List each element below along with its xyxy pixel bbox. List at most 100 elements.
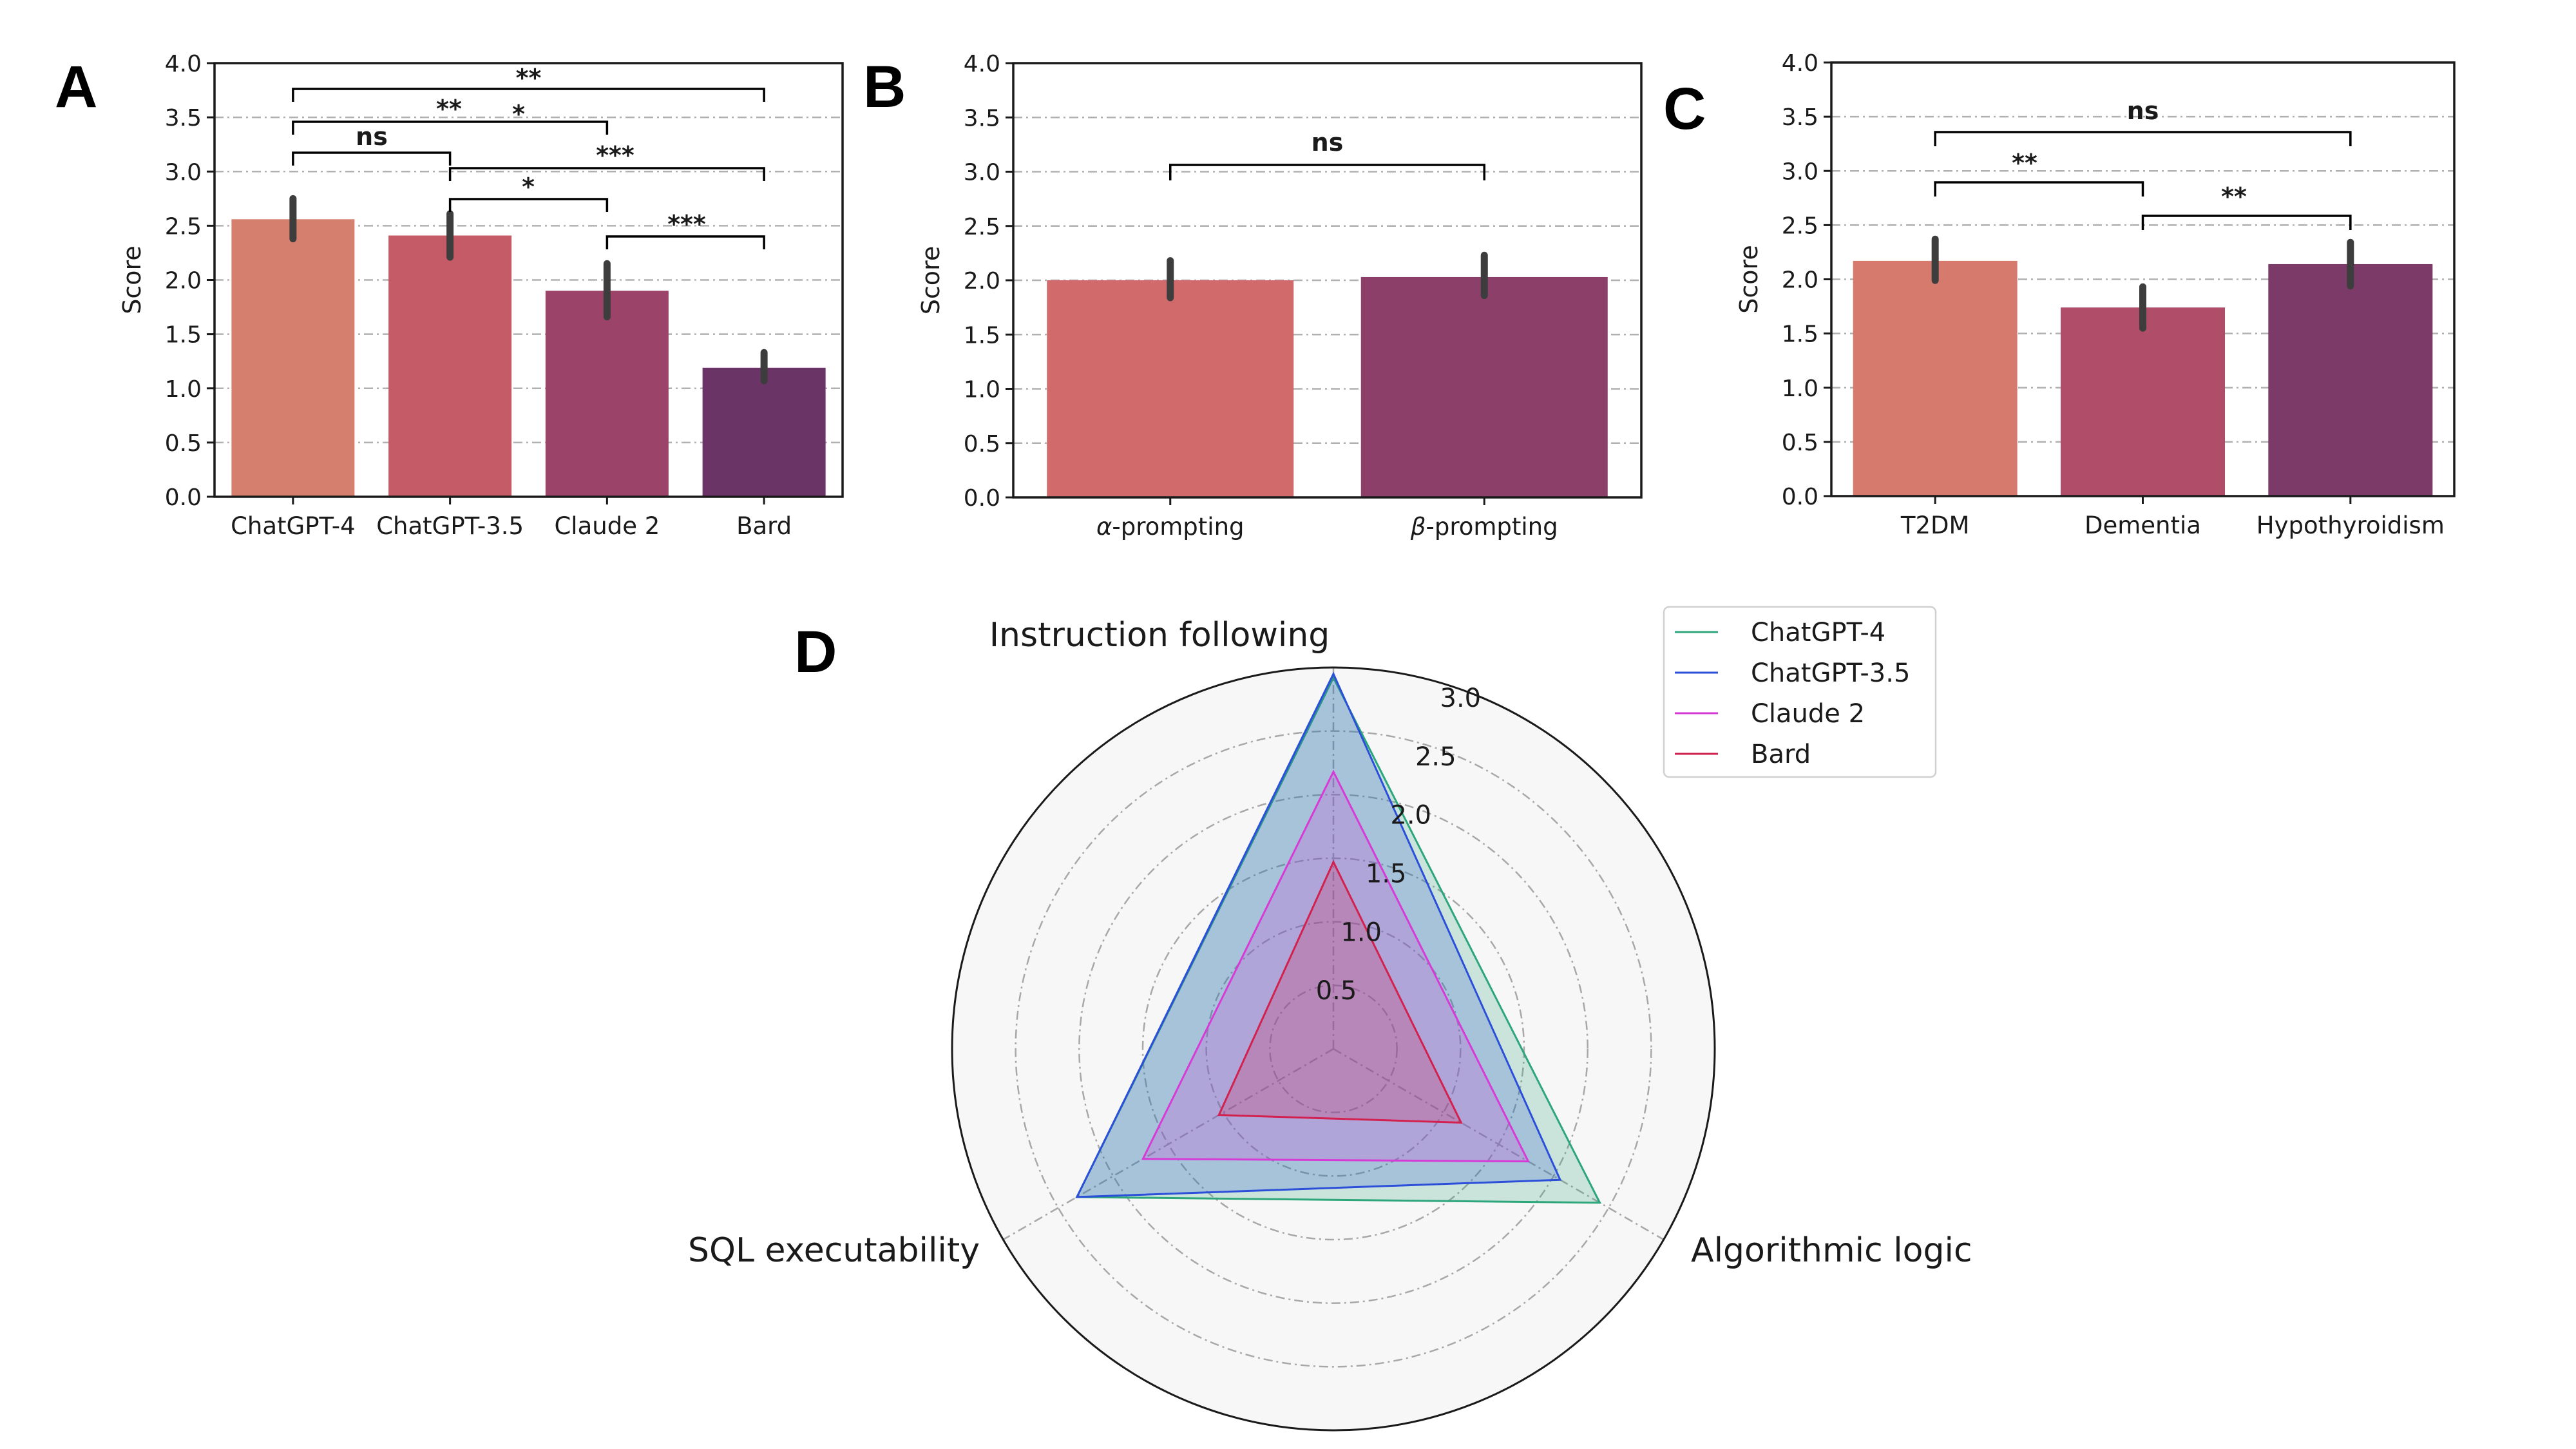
bar-0: [231, 219, 355, 497]
y-tick-label: 1.5: [165, 322, 202, 349]
bar-0: [1853, 260, 2018, 496]
radar-axis-label: Instruction following: [989, 616, 1330, 655]
radar-axis-label: SQL executability: [688, 1231, 980, 1270]
significance-label: **: [516, 64, 542, 92]
y-tick-label: 2.0: [165, 268, 202, 294]
y-tick-label: 0.0: [1782, 484, 1818, 510]
significance-bracket: [1934, 181, 2144, 197]
x-category-label: β-prompting: [1410, 513, 1558, 541]
y-tick-label: 1.0: [1782, 376, 1818, 402]
significance-bracket: [448, 167, 765, 181]
y-tick-label: 1.5: [964, 322, 1000, 349]
bar-3: [702, 367, 826, 497]
panel-a-bar-chart: A 0.0 0.5 1.0 1.5 2.0 2.5 3.0 3.5 4.0 Score ChatGPT…: [55, 51, 844, 540]
bar-2: [2268, 264, 2433, 496]
y-tick-label: 2.5: [165, 213, 202, 240]
x-category-label: T2DM: [1900, 512, 1970, 539]
x-category-label: ChatGPT-4: [231, 512, 356, 540]
significance-bracket: [1169, 164, 1485, 180]
y-tick-label: 3.0: [964, 160, 1000, 186]
x-category-label: α-prompting: [1096, 513, 1245, 541]
x-category-label: Claude 2: [554, 512, 660, 540]
y-tick-label: 3.0: [165, 159, 202, 186]
radar-outer-frame: [951, 666, 1716, 1432]
legend-label: Claude 2: [1751, 699, 1865, 729]
radial-tick-label: 0.5: [1316, 976, 1357, 1006]
bar-1: [388, 235, 512, 497]
y-axis-label: Score: [1735, 245, 1763, 313]
y-tick-label: 4.0: [165, 51, 202, 77]
y-tick-label: 2.5: [1782, 213, 1818, 239]
significance-bracket: [448, 198, 609, 212]
radar-grid-ring: [1205, 921, 1462, 1177]
y-tick-label: 0.5: [964, 431, 1000, 457]
bar-2: [545, 291, 669, 497]
legend-label: Bard: [1751, 740, 1811, 769]
significance-bracket: [292, 120, 609, 135]
category-suffix: -prompting: [1112, 513, 1244, 541]
greek-symbol: α: [1096, 513, 1112, 541]
y-tick-label: 4.0: [1782, 50, 1818, 77]
y-tick-label: 3.5: [165, 105, 202, 131]
y-tick-label: 3.5: [964, 105, 1000, 131]
radial-tick-label: 2.5: [1415, 742, 1456, 772]
category-suffix: -prompting: [1426, 513, 1558, 541]
y-axis-label: Score: [917, 246, 945, 314]
y-tick-label: 1.5: [1782, 321, 1818, 348]
radar-axis-label: Algorithmic logic: [1691, 1231, 1972, 1270]
significance-bracket: [1934, 131, 2352, 146]
y-tick-label: 2.0: [964, 268, 1000, 294]
radial-tick-label: 2.0: [1390, 801, 1431, 830]
significance-bracket: [2141, 215, 2352, 230]
bar-0: [1047, 280, 1294, 497]
significance-label: ns: [2127, 97, 2159, 125]
y-tick-label: 1.0: [165, 376, 202, 403]
radial-tick-label: 1.5: [1366, 859, 1407, 889]
significance-label: *: [522, 173, 535, 201]
y-tick-label: 3.0: [1782, 158, 1818, 185]
significance-label: **: [2012, 149, 2037, 177]
legend-label: ChatGPT-4: [1751, 618, 1885, 648]
x-category-label: Dementia: [2085, 512, 2201, 539]
significance-label: ns: [1312, 128, 1344, 157]
legend-label: ChatGPT-3.5: [1751, 658, 1910, 688]
radar-grid-ring: [1078, 794, 1589, 1304]
significance-bracket: [606, 235, 765, 249]
panel-c-bar-chart: C 0.0 0.5 1.0 1.5 2.0 2.5 3.0 3.5 4.0 Score T2DM Dem…: [1663, 50, 2456, 539]
radar-series-bard: [1217, 859, 1463, 1124]
greek-symbol: β: [1410, 513, 1426, 541]
y-axis-label: Score: [118, 245, 146, 314]
y-tick-label: 0.0: [165, 485, 202, 511]
radial-tick-label: 1.0: [1340, 917, 1382, 947]
panel-letter: C: [1663, 76, 1706, 142]
significance-bracket: [292, 88, 765, 102]
radar-spoke: [1333, 1048, 1665, 1241]
y-tick-label: 2.5: [964, 214, 1000, 240]
y-tick-label: 3.5: [1782, 104, 1818, 131]
x-category-label: Bard: [736, 512, 792, 540]
panel-letter: B: [863, 54, 906, 120]
radar-series-chatgpt-3-5: [1075, 671, 1562, 1198]
significance-label: *: [512, 100, 525, 128]
y-tick-label: 0.0: [964, 485, 1000, 512]
significance-label: ***: [667, 210, 706, 238]
significance-bracket: [292, 151, 452, 166]
significance-label: **: [436, 95, 462, 123]
bar-1: [1360, 276, 1608, 497]
panel-letter: A: [55, 54, 97, 120]
y-tick-label: 0.5: [1782, 430, 1818, 456]
significance-label: ***: [596, 141, 634, 169]
bar-1: [2061, 307, 2225, 496]
legend: ChatGPT-4 ChatGPT-3.5 Claude 2 Bard: [1663, 606, 1937, 778]
significance-label: ns: [356, 122, 388, 151]
x-category-label: Hypothyroidism: [2256, 512, 2445, 539]
y-tick-label: 4.0: [964, 51, 1000, 77]
legend-box: [1663, 606, 1937, 778]
significance-label: **: [2221, 182, 2247, 211]
panel-d-radar-chart: D 0.5 1.0 1.5 2.0 2.5 3.0 Instruction following…: [688, 606, 1972, 1432]
panel-letter: D: [794, 619, 837, 685]
y-tick-label: 1.0: [964, 377, 1000, 403]
radial-tick-label: 3.0: [1440, 684, 1482, 713]
y-tick-label: 0.5: [165, 430, 202, 457]
